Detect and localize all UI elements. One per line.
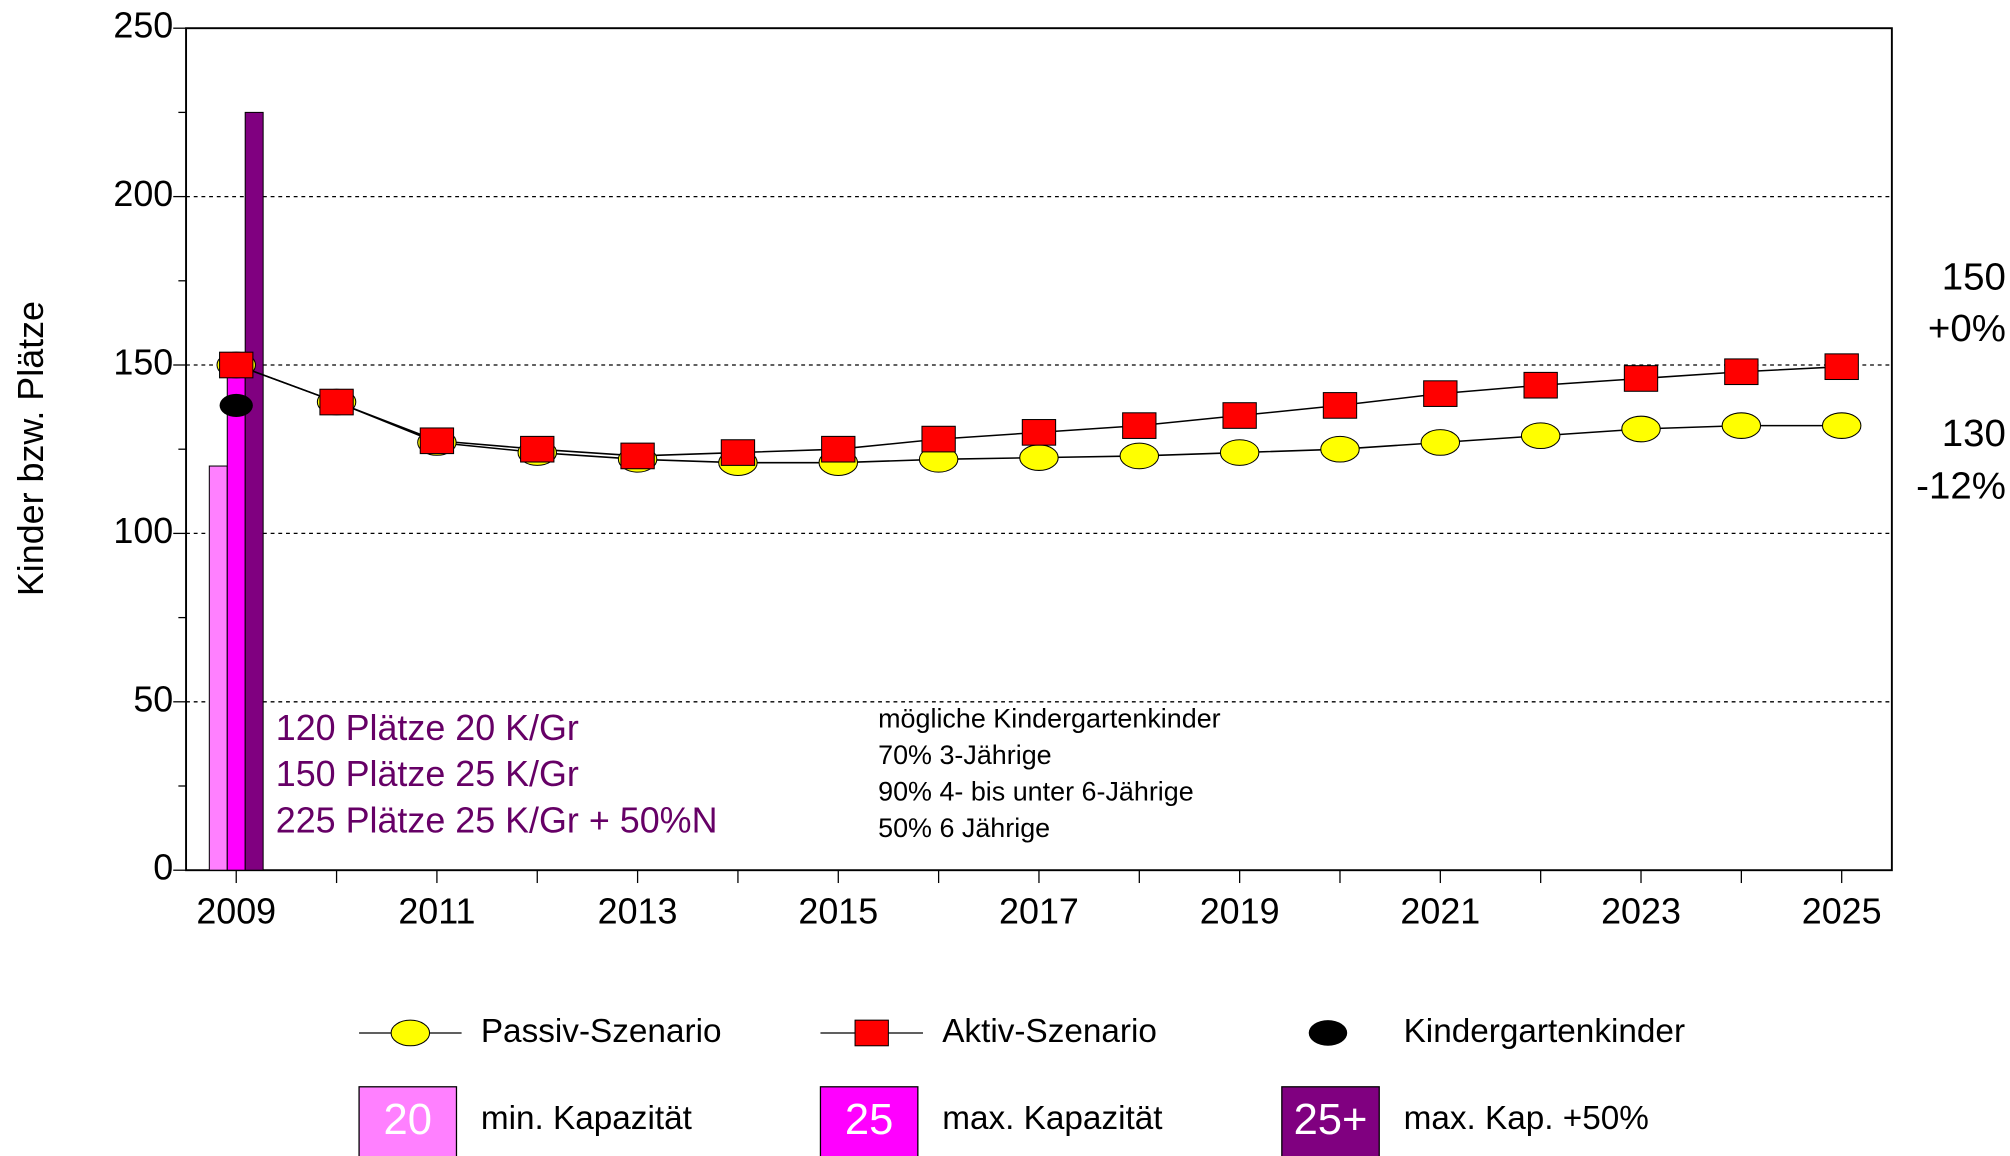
x-tick-label: 2011 xyxy=(398,891,475,931)
legend-label: Aktiv-Szenario xyxy=(942,1013,1157,1050)
marker xyxy=(219,351,254,379)
marker xyxy=(1420,429,1461,456)
marker xyxy=(1423,380,1458,407)
x-tick-label: 2015 xyxy=(798,891,878,931)
y-tick-label: 250 xyxy=(113,6,173,46)
y-tick-label: 50 xyxy=(133,679,173,719)
marker xyxy=(319,388,354,416)
legend-label: Passiv-Szenario xyxy=(481,1013,722,1050)
capacity-bar xyxy=(244,111,264,871)
y-tick-label: 0 xyxy=(153,848,173,888)
marker xyxy=(921,425,956,453)
note: 90% 4- bis unter 6-Jährige xyxy=(878,776,1194,806)
legend-swatch-label: 25 xyxy=(845,1096,893,1144)
note: 70% 3-Jährige xyxy=(878,740,1052,770)
marker xyxy=(1119,442,1160,470)
x-tick-label: 2025 xyxy=(1802,891,1882,931)
marker xyxy=(1520,422,1561,450)
legend-swatch xyxy=(819,1086,919,1156)
legend-swatch-label: 25+ xyxy=(1294,1096,1368,1144)
marker xyxy=(1821,412,1862,439)
marker xyxy=(1623,365,1659,392)
capacity-bar xyxy=(208,465,228,871)
x-tick-label: 2019 xyxy=(1200,891,1280,931)
marker xyxy=(1122,412,1157,439)
legend-marker xyxy=(854,1019,889,1047)
marker xyxy=(720,439,756,466)
marker xyxy=(1523,371,1558,399)
x-tick-label: 2017 xyxy=(999,891,1079,931)
legend-swatch xyxy=(1281,1086,1380,1156)
marker xyxy=(1222,402,1257,429)
x-tick-label: 2009 xyxy=(196,891,276,931)
end-label: +0% xyxy=(1928,307,2006,350)
marker xyxy=(821,435,856,463)
marker xyxy=(1322,392,1358,419)
marker xyxy=(1320,435,1360,463)
marker xyxy=(219,393,253,417)
end-label: -12% xyxy=(1916,464,2006,507)
marker xyxy=(1721,412,1762,439)
end-label: 150 xyxy=(1942,256,2006,299)
marker xyxy=(1019,444,1059,471)
legend-marker xyxy=(390,1019,431,1047)
legend-label: Kindergartenkinder xyxy=(1404,1013,1685,1050)
x-tick-label: 2021 xyxy=(1400,891,1480,931)
marker xyxy=(620,442,655,470)
marker xyxy=(1021,419,1057,446)
x-tick-label: 2023 xyxy=(1601,891,1681,931)
y-tick-label: 150 xyxy=(113,342,173,382)
end-label: 130 xyxy=(1942,412,2006,455)
marker xyxy=(1824,353,1859,381)
marker xyxy=(1219,439,1260,466)
marker xyxy=(1621,415,1661,443)
capacity-note: 120 Plätze 20 K/Gr xyxy=(276,708,579,748)
marker xyxy=(1724,358,1759,386)
legend-label: min. Kapazität xyxy=(481,1100,693,1137)
y-tick-label: 100 xyxy=(113,511,173,551)
legend-swatch xyxy=(358,1086,458,1156)
note: mögliche Kindergartenkinder xyxy=(878,703,1221,733)
y-axis-label: Kinder bzw. Plätze xyxy=(11,301,51,596)
legend-label: max. Kapazität xyxy=(942,1100,1163,1137)
legend-swatch-label: 20 xyxy=(384,1096,432,1144)
y-tick-label: 200 xyxy=(113,174,173,214)
capacity-bar xyxy=(226,364,246,871)
legend-label: max. Kap. +50% xyxy=(1404,1100,1649,1137)
marker xyxy=(520,435,555,463)
marker xyxy=(419,427,455,455)
legend-marker xyxy=(1308,1020,1348,1046)
capacity-note: 150 Plätze 25 K/Gr xyxy=(276,754,579,794)
capacity-note: 225 Plätze 25 K/Gr + 50%N xyxy=(276,800,718,840)
note: 50% 6 Jährige xyxy=(878,813,1050,843)
x-tick-label: 2013 xyxy=(598,891,678,931)
